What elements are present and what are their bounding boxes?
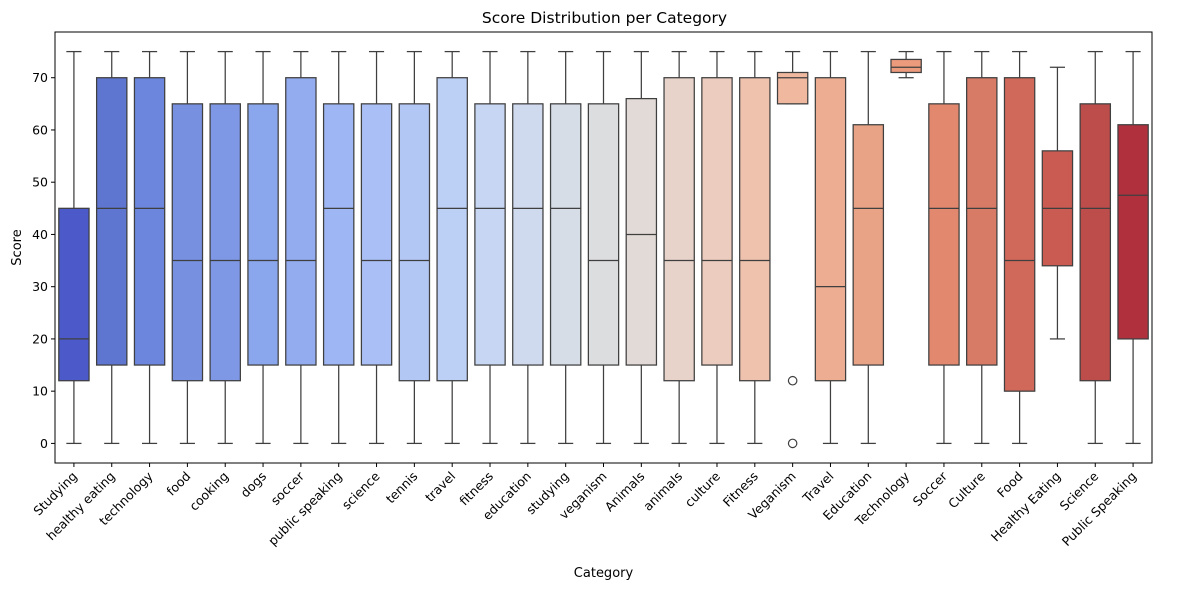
y-tick-label: 20 bbox=[32, 331, 48, 346]
iqr-box bbox=[360, 103, 393, 366]
iqr-box bbox=[209, 103, 241, 382]
x-tick-label: Animals bbox=[602, 469, 648, 515]
iqr-box bbox=[133, 77, 166, 366]
box-education bbox=[852, 50, 885, 445]
y-axis: 0 10 20 30 40 50 60 70 bbox=[32, 70, 55, 451]
y-tick-label: 50 bbox=[32, 175, 48, 190]
y-tick-label: 60 bbox=[32, 122, 48, 137]
box-cooking bbox=[209, 50, 241, 445]
y-tick-label: 10 bbox=[32, 384, 48, 399]
iqr-box bbox=[739, 77, 771, 382]
iqr-box bbox=[1079, 103, 1112, 382]
box-fitness bbox=[474, 50, 506, 445]
box-veganism bbox=[587, 50, 620, 445]
box-travel bbox=[436, 50, 468, 445]
y-tick-label: 40 bbox=[32, 227, 48, 242]
box-technology bbox=[890, 50, 922, 79]
box-veganism bbox=[776, 50, 809, 449]
x-tick-label: animals bbox=[640, 469, 685, 514]
box-education bbox=[512, 50, 544, 445]
iqr-box bbox=[928, 103, 960, 366]
plot-frame bbox=[54, 31, 1153, 464]
iqr-box bbox=[171, 103, 204, 382]
box-technology bbox=[133, 50, 166, 445]
box-tennis bbox=[398, 50, 431, 445]
box-culture bbox=[966, 50, 998, 445]
outlier-point bbox=[787, 375, 798, 386]
chart-title: Score Distribution per Category bbox=[482, 9, 727, 27]
box-travel bbox=[814, 50, 847, 445]
box-science bbox=[1079, 50, 1112, 445]
box-fitness bbox=[739, 50, 771, 445]
x-tick-label: Healthy Eating bbox=[988, 469, 1064, 545]
iqr-box bbox=[436, 77, 468, 382]
iqr-box bbox=[966, 77, 998, 366]
iqr-box bbox=[474, 103, 506, 366]
y-tick-label: 70 bbox=[32, 70, 48, 85]
x-tick-label: dogs bbox=[237, 469, 269, 501]
iqr-box bbox=[512, 103, 544, 366]
iqr-box bbox=[58, 207, 90, 382]
box-science bbox=[360, 50, 393, 445]
box-soccer bbox=[285, 50, 317, 445]
y-tick-label: 30 bbox=[32, 279, 48, 294]
x-tick-label: science bbox=[339, 468, 383, 512]
box-culture bbox=[701, 50, 733, 445]
box-animals bbox=[663, 50, 695, 445]
x-tick-label: food bbox=[163, 469, 193, 499]
x-tick-label: tennis bbox=[383, 469, 421, 507]
x-tick-label: cooking bbox=[186, 469, 231, 514]
y-axis-label: Score bbox=[10, 229, 25, 265]
box-food bbox=[171, 50, 204, 445]
iqr-box bbox=[587, 103, 620, 366]
x-tick-label: culture bbox=[682, 468, 724, 510]
box-animals bbox=[625, 50, 658, 445]
iqr-box bbox=[322, 103, 355, 366]
x-tick-label: Culture bbox=[945, 468, 988, 511]
box-dogs bbox=[247, 50, 279, 445]
plot-area bbox=[58, 50, 1149, 449]
iqr-box bbox=[95, 77, 128, 366]
box-healthy-eating bbox=[1041, 66, 1074, 340]
iqr-box bbox=[890, 58, 922, 74]
x-tick-label: Food bbox=[994, 469, 1026, 501]
iqr-box bbox=[852, 124, 885, 366]
outlier-point bbox=[787, 438, 798, 449]
box-soccer bbox=[928, 50, 960, 445]
iqr-box bbox=[398, 103, 431, 382]
iqr-box bbox=[549, 103, 582, 366]
y-tick-label: 0 bbox=[40, 436, 48, 451]
iqr-box bbox=[247, 103, 279, 366]
iqr-box bbox=[285, 77, 317, 366]
iqr-box bbox=[663, 77, 695, 382]
x-axis-label: Category bbox=[574, 566, 634, 581]
x-tick-label: travel bbox=[422, 469, 458, 505]
x-tick-label: Soccer bbox=[910, 468, 951, 509]
box-public-speaking bbox=[1117, 50, 1149, 445]
box-studying bbox=[58, 50, 90, 445]
iqr-box bbox=[1117, 124, 1149, 340]
iqr-box bbox=[1003, 77, 1036, 392]
iqr-box bbox=[814, 77, 847, 382]
box-food bbox=[1003, 50, 1036, 445]
iqr-box bbox=[701, 77, 733, 366]
box-studying bbox=[549, 50, 582, 445]
box-public-speaking bbox=[322, 50, 355, 445]
iqr-box bbox=[625, 97, 658, 366]
box-healthy-eating bbox=[95, 50, 128, 445]
